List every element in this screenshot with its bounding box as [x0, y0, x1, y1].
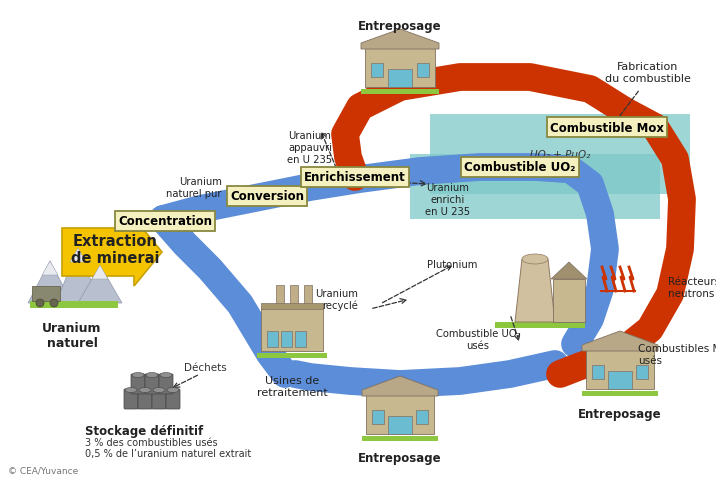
Text: Combustible Mox: Combustible Mox [550, 121, 664, 134]
Bar [553, 279, 585, 323]
Bar [388, 416, 412, 434]
Polygon shape [551, 263, 587, 279]
Text: Combustible UO₂
usés: Combustible UO₂ usés [436, 328, 521, 350]
FancyBboxPatch shape [152, 389, 166, 409]
Polygon shape [257, 353, 327, 358]
Text: Combustibles Mox
usés: Combustibles Mox usés [638, 344, 716, 365]
Text: Usines de
retraitement: Usines de retraitement [256, 375, 327, 397]
Bar [366, 394, 434, 434]
Polygon shape [515, 260, 555, 323]
Text: Uranium
recyclé: Uranium recyclé [315, 288, 358, 311]
Text: Concentration: Concentration [118, 215, 212, 228]
Polygon shape [362, 436, 438, 441]
Bar [416, 410, 428, 424]
FancyBboxPatch shape [131, 374, 145, 394]
Polygon shape [78, 265, 122, 303]
Ellipse shape [146, 373, 158, 378]
Bar [388, 70, 412, 88]
Polygon shape [582, 331, 658, 351]
Bar [261, 307, 323, 351]
FancyBboxPatch shape [145, 374, 159, 394]
Text: Déchets: Déchets [183, 362, 226, 372]
FancyBboxPatch shape [124, 389, 138, 409]
FancyBboxPatch shape [159, 374, 173, 394]
Text: Fabrication
du combustible: Fabrication du combustible [605, 62, 691, 84]
Ellipse shape [139, 388, 151, 393]
Polygon shape [430, 115, 690, 194]
Circle shape [50, 300, 58, 307]
Text: Uranium
naturel pur: Uranium naturel pur [167, 177, 222, 198]
Text: Extraction
de minerai: Extraction de minerai [71, 233, 159, 265]
Ellipse shape [125, 388, 137, 393]
Bar [592, 365, 604, 379]
Text: Réacteurs REP à
neutrons thermiques: Réacteurs REP à neutrons thermiques [668, 276, 716, 298]
FancyBboxPatch shape [138, 389, 152, 409]
Bar [267, 331, 278, 347]
Polygon shape [56, 249, 100, 303]
Bar [261, 303, 323, 309]
Bar [290, 286, 298, 312]
Polygon shape [28, 262, 72, 303]
Bar [586, 349, 654, 389]
Circle shape [36, 300, 44, 307]
Bar [295, 331, 306, 347]
Text: Uranium
naturel: Uranium naturel [42, 321, 102, 349]
Polygon shape [410, 155, 660, 219]
Text: Enrichissement: Enrichissement [304, 171, 406, 184]
Ellipse shape [153, 388, 165, 393]
Bar [371, 64, 383, 78]
Polygon shape [42, 262, 58, 276]
Bar [276, 286, 284, 312]
Text: Uranium
appauvri
en U 235: Uranium appauvri en U 235 [287, 131, 332, 164]
Polygon shape [361, 30, 439, 50]
Text: Entreposage: Entreposage [358, 451, 442, 464]
Bar [304, 286, 312, 312]
Ellipse shape [522, 254, 548, 264]
Bar [417, 64, 429, 78]
Ellipse shape [167, 388, 179, 393]
Text: 3 % des combustibles usés: 3 % des combustibles usés [85, 437, 218, 447]
Bar [636, 365, 648, 379]
Polygon shape [582, 391, 658, 396]
Text: Entreposage: Entreposage [358, 20, 442, 33]
Bar [372, 410, 384, 424]
Polygon shape [70, 249, 86, 263]
Polygon shape [362, 376, 438, 396]
Bar [281, 331, 292, 347]
Text: Entreposage: Entreposage [579, 407, 662, 420]
FancyArrow shape [62, 218, 162, 287]
Bar [365, 48, 435, 88]
Text: Uranium
enrichi
en U 235: Uranium enrichi en U 235 [425, 183, 470, 216]
Text: Plutonium: Plutonium [427, 260, 477, 269]
Text: Stockage définitif: Stockage définitif [85, 424, 203, 437]
Text: Combustible UO₂: Combustible UO₂ [464, 161, 576, 174]
Text: UO₂ + PuO₂: UO₂ + PuO₂ [530, 150, 590, 160]
Text: © CEA/Yuvance: © CEA/Yuvance [8, 466, 78, 475]
Ellipse shape [132, 373, 144, 378]
Text: 0,5 % de l’uranium naturel extrait: 0,5 % de l’uranium naturel extrait [85, 448, 251, 458]
Polygon shape [495, 323, 585, 328]
Polygon shape [361, 90, 439, 95]
Polygon shape [30, 301, 118, 308]
Bar [32, 287, 60, 301]
Bar [608, 371, 632, 389]
Text: Conversion: Conversion [230, 190, 304, 203]
Ellipse shape [160, 373, 172, 378]
FancyBboxPatch shape [166, 389, 180, 409]
Polygon shape [92, 265, 108, 279]
